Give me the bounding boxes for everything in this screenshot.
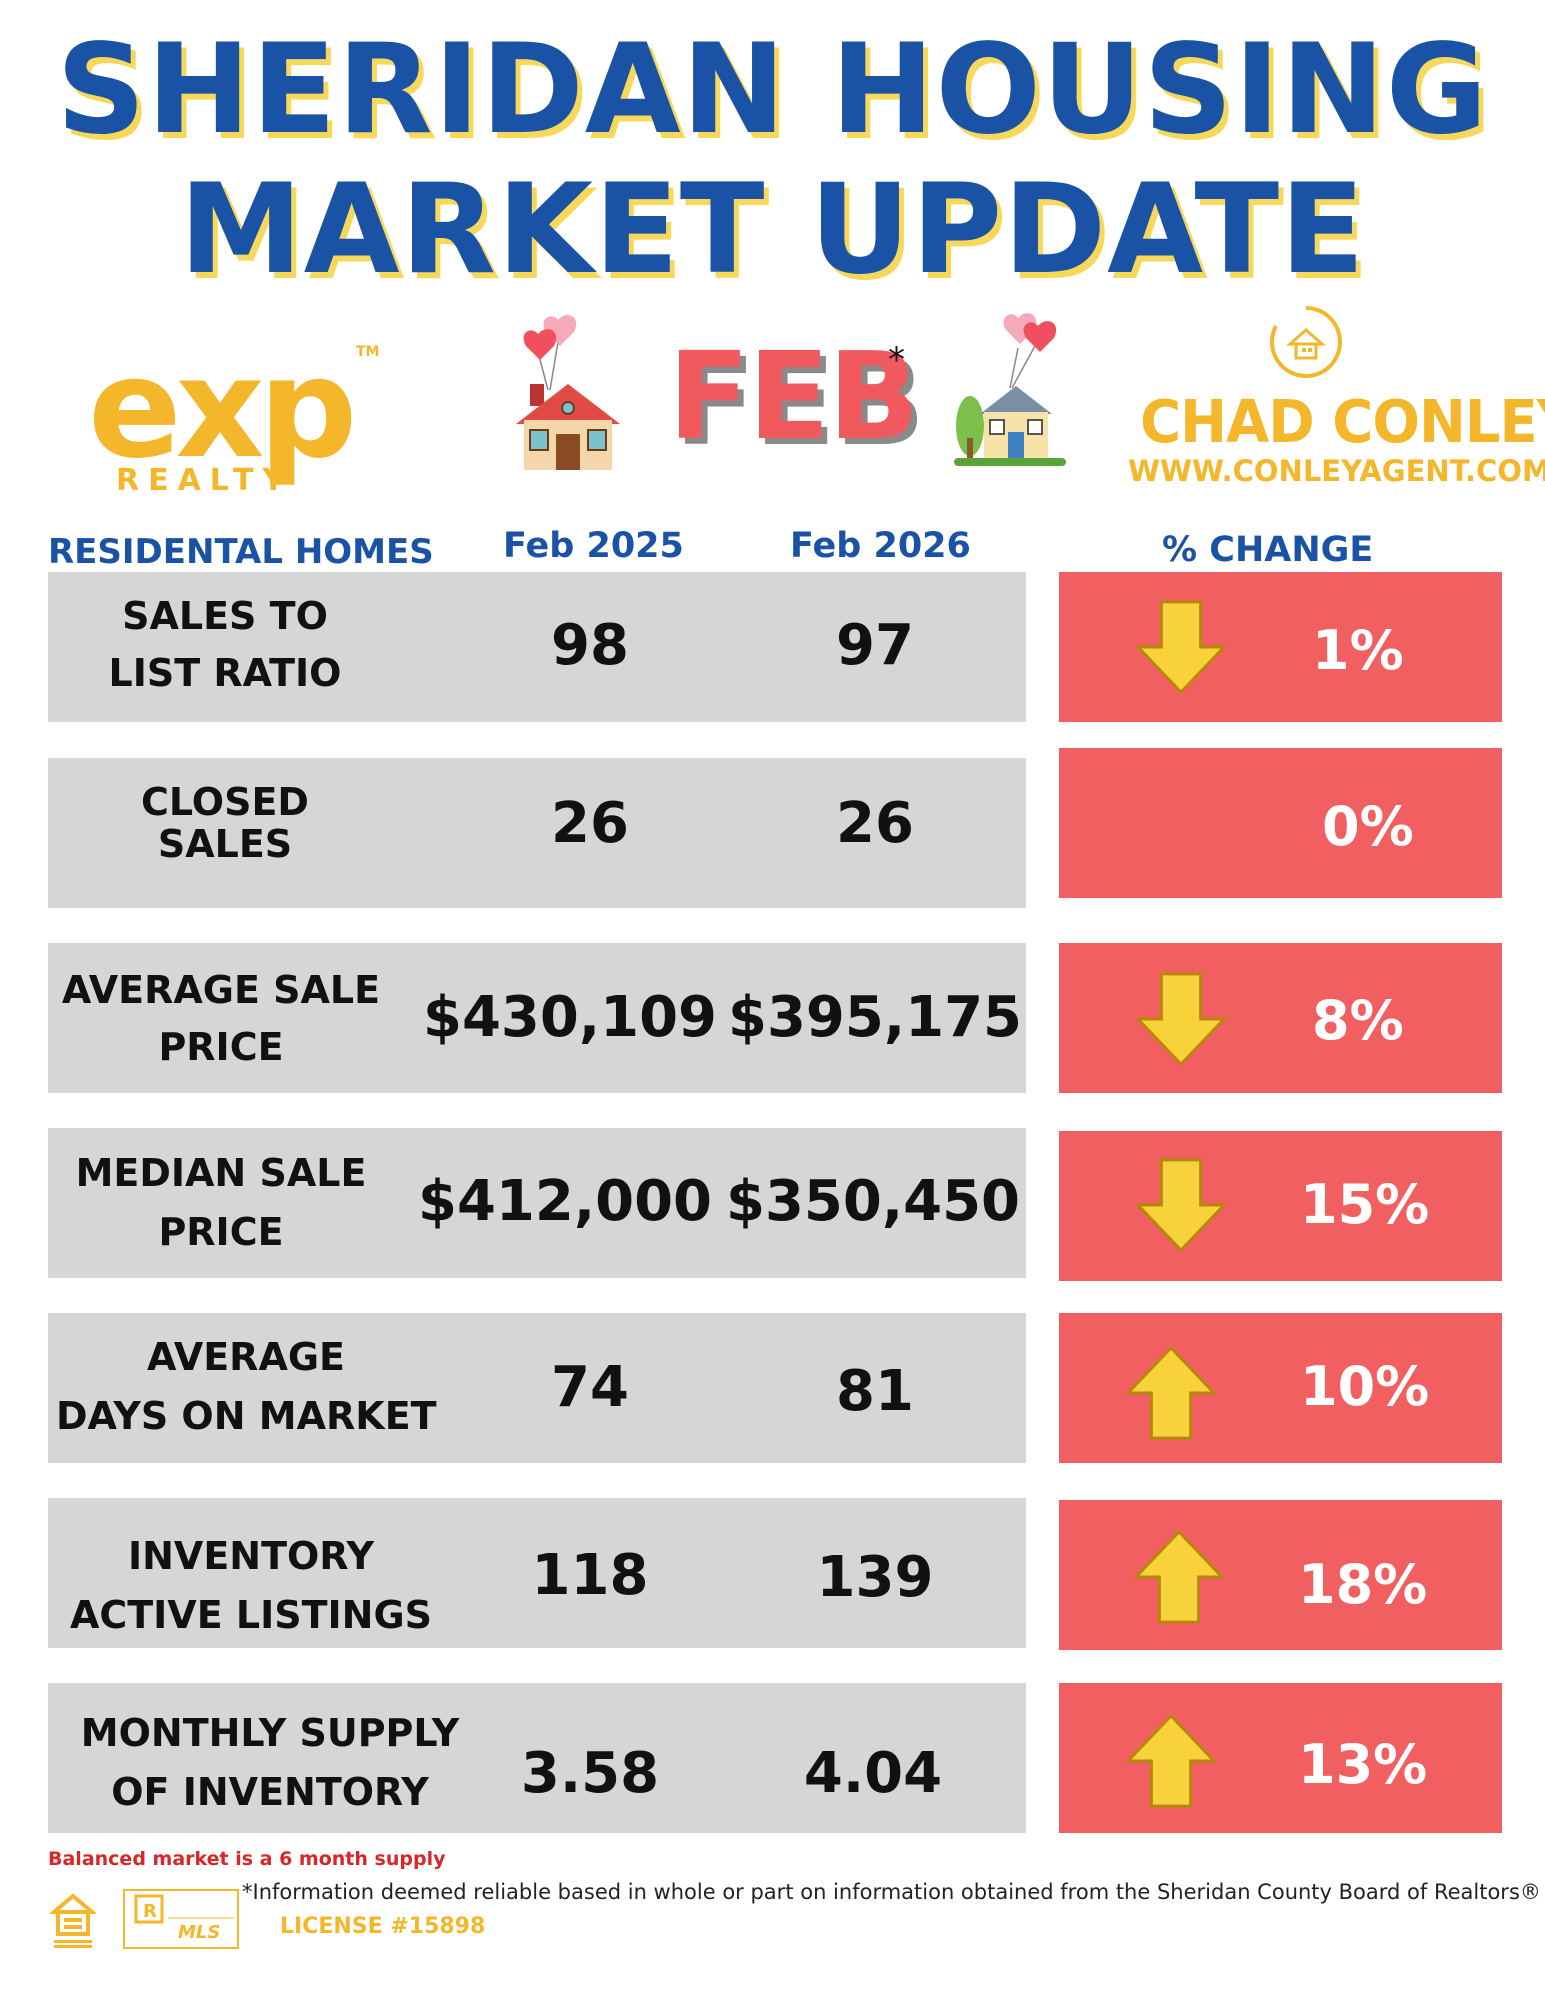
value-2026: $395,175 (727, 985, 1023, 1050)
row-background (48, 1498, 1026, 1648)
row-label-line-1: SALES TO (122, 594, 328, 638)
row-label-line-2: SALES (157, 821, 293, 866)
license-number: LICENSE #15898 (280, 1914, 486, 1939)
row-background (48, 1128, 1026, 1278)
value-2026: 26 (836, 791, 914, 856)
agent-website: WWW.CONLEYAGENT.COM (1128, 454, 1545, 488)
value-2025: 3.58 (520, 1741, 660, 1806)
row-background (48, 1313, 1026, 1463)
exp-realty-logo: exp TM REALTY (88, 340, 388, 500)
value-2025: 26 (551, 791, 629, 856)
row-label: AVERAGE DAYS ON MARKET (56, 1328, 437, 1446)
row-label-line-1: MEDIAN SALE (75, 1151, 367, 1195)
arrow-down-icon (1134, 1158, 1228, 1253)
value-2025: $412,000 (417, 1169, 713, 1234)
value-2026: 4.04 (803, 1741, 943, 1806)
percent-change: 8% (1312, 989, 1404, 1052)
row-label: INVENTORY ACTIVE LISTINGS (56, 1527, 446, 1645)
percent-change: 10% (1300, 1355, 1430, 1418)
source-disclaimer: *Information deemed reliable based in wh… (242, 1880, 1541, 1904)
percent-change: 0% (1322, 795, 1414, 858)
equal-housing-opportunity-icon (50, 1893, 96, 1948)
exp-logo-realty: REALTY (116, 463, 294, 498)
row-background (48, 943, 1026, 1093)
header-year-1: Feb 2025 (503, 526, 684, 566)
change-background (1059, 748, 1502, 898)
value-2025: $430,109 (422, 985, 718, 1050)
percent-change: 18% (1298, 1553, 1428, 1616)
page-title-line-2: MARKET UPDATE (179, 158, 1366, 302)
value-2025: 74 (551, 1355, 629, 1420)
asterisk-mark: * (888, 340, 905, 380)
realtor-mls-badge: R (123, 1889, 239, 1949)
svg-text:R: R (143, 1901, 157, 1922)
row-label-line-1: AVERAGE (146, 1335, 345, 1379)
value-2025: 98 (551, 613, 629, 678)
row-background (48, 1683, 1026, 1833)
row-background (48, 572, 1026, 722)
row-label-line-1: CLOSED (141, 780, 309, 824)
chad-conley-logo: CHAD CONLEY WWW.CONLEYAGENT.COM (1118, 300, 1545, 500)
change-background (1059, 1131, 1502, 1281)
row-label-line-2: LIST RATIO (108, 651, 342, 695)
house-tree-balloons-icon (954, 313, 1066, 466)
percent-change: 13% (1298, 1733, 1428, 1796)
header-percent-change: % CHANGE (1162, 530, 1374, 570)
row-label-line-2: PRICE (158, 1025, 284, 1069)
arrow-up-icon (1132, 1529, 1226, 1624)
balanced-market-note: Balanced market is a 6 month supply (48, 1848, 446, 1870)
arrow-up-icon (1124, 1713, 1218, 1808)
row-label: CLOSED SALES (60, 774, 390, 866)
mls-text: MLS (178, 1922, 221, 1943)
header-category: RESIDENTAL HOMES (48, 532, 434, 572)
value-2026: $350,450 (725, 1169, 1021, 1234)
row-label-line-2: PRICE (158, 1209, 284, 1254)
arrow-down-icon (1134, 600, 1228, 695)
agent-name: CHAD CONLEY (1140, 388, 1545, 457)
home-circle-icon (1270, 306, 1342, 378)
change-background (1059, 943, 1502, 1093)
month-label: FEB (668, 328, 919, 467)
value-2025: 118 (531, 1543, 649, 1608)
header-year-2: Feb 2026 (790, 526, 971, 566)
percent-change: 15% (1300, 1173, 1430, 1236)
row-label: MEDIAN SALE PRICE (56, 1144, 386, 1262)
row-background (48, 758, 1026, 908)
value-2026: 81 (836, 1359, 914, 1424)
arrow-down-icon (1134, 972, 1228, 1067)
row-label: MONTHLY SUPPLY OF INVENTORY (60, 1704, 480, 1822)
row-label-line-1: MONTHLY SUPPLY (80, 1711, 460, 1755)
row-label: AVERAGE SALE PRICE (56, 962, 386, 1076)
row-label-line-2: ACTIVE LISTINGS (69, 1592, 433, 1637)
row-label-line-1: INVENTORY (127, 1534, 375, 1578)
house-balloons-icon (516, 315, 620, 470)
row-label-line-1: AVERAGE SALE (61, 968, 381, 1012)
arrow-up-icon (1124, 1345, 1218, 1440)
exp-logo-trademark: TM (356, 344, 380, 360)
row-label: SALES TO LIST RATIO (60, 588, 390, 702)
value-2026: 97 (836, 613, 914, 678)
realtor-mls-icon: R MLS (122, 1888, 240, 1950)
change-background (1059, 1500, 1502, 1650)
row-label-line-2: OF INVENTORY (111, 1769, 429, 1814)
exp-logo-word: exp (88, 328, 357, 489)
change-background (1059, 572, 1502, 722)
percent-change: 1% (1312, 619, 1404, 682)
page-title-line-1: SHERIDAN HOUSING (56, 18, 1489, 162)
value-2026: 139 (816, 1545, 934, 1610)
row-label-line-2: DAYS ON MARKET (56, 1393, 437, 1438)
